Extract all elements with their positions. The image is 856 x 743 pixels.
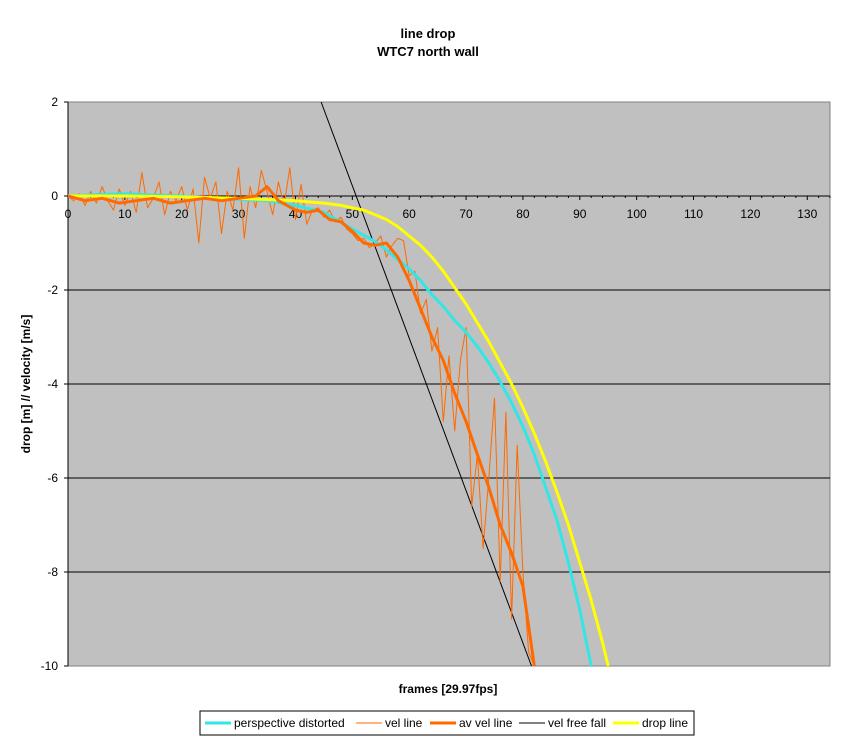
legend-label-av-vel-line: av vel line: [459, 716, 513, 730]
x-tick-label: 60: [403, 207, 417, 221]
x-tick-label: 20: [175, 207, 189, 221]
x-tick-label: 110: [684, 207, 703, 221]
y-tick-label: -6: [47, 471, 58, 485]
legend-label-vel-line: vel line: [385, 716, 423, 730]
legend-label-drop-line: drop line: [642, 716, 688, 730]
x-tick-label: 50: [346, 207, 360, 221]
y-axis-label: drop [m] // velocity [m/s]: [19, 315, 33, 454]
x-tick-label: 80: [516, 207, 530, 221]
legend: perspective distorted vel line av vel li…: [199, 710, 695, 736]
y-tick-label: -4: [47, 377, 58, 391]
x-tick-label: 120: [740, 207, 760, 221]
x-tick-label: 90: [573, 207, 587, 221]
gridlines: [68, 289, 830, 573]
y-tick-label: -8: [47, 565, 58, 579]
series-layer: [68, 102, 610, 666]
y-tick-label: -10: [41, 659, 59, 673]
series-line-av-vel-line: [68, 185, 536, 666]
legend-label-perspective-distorted: perspective distorted: [234, 716, 345, 730]
y-tick-label: 2: [51, 95, 58, 109]
y-tick-label: 0: [51, 189, 58, 203]
x-axis-label: frames [29.97fps]: [399, 682, 498, 696]
y-axis: 2 0 -2 -4 -6 -8 -10: [41, 95, 69, 673]
x-tick-label: 70: [459, 207, 473, 221]
x-tick-label: 30: [232, 207, 246, 221]
x-tick-label: 100: [627, 207, 647, 221]
x-tick-label: 10: [118, 207, 132, 221]
x-tick-label: 130: [797, 207, 817, 221]
legend-label-vel-free-fall: vel free fall: [548, 716, 606, 730]
series-line-vel-free-fall: [320, 102, 532, 666]
y-tick-label: -2: [47, 283, 58, 297]
series-line-drop-line: [68, 194, 610, 666]
chart-subtitle: WTC7 north wall: [377, 44, 479, 59]
chart-title: line drop: [401, 26, 456, 41]
